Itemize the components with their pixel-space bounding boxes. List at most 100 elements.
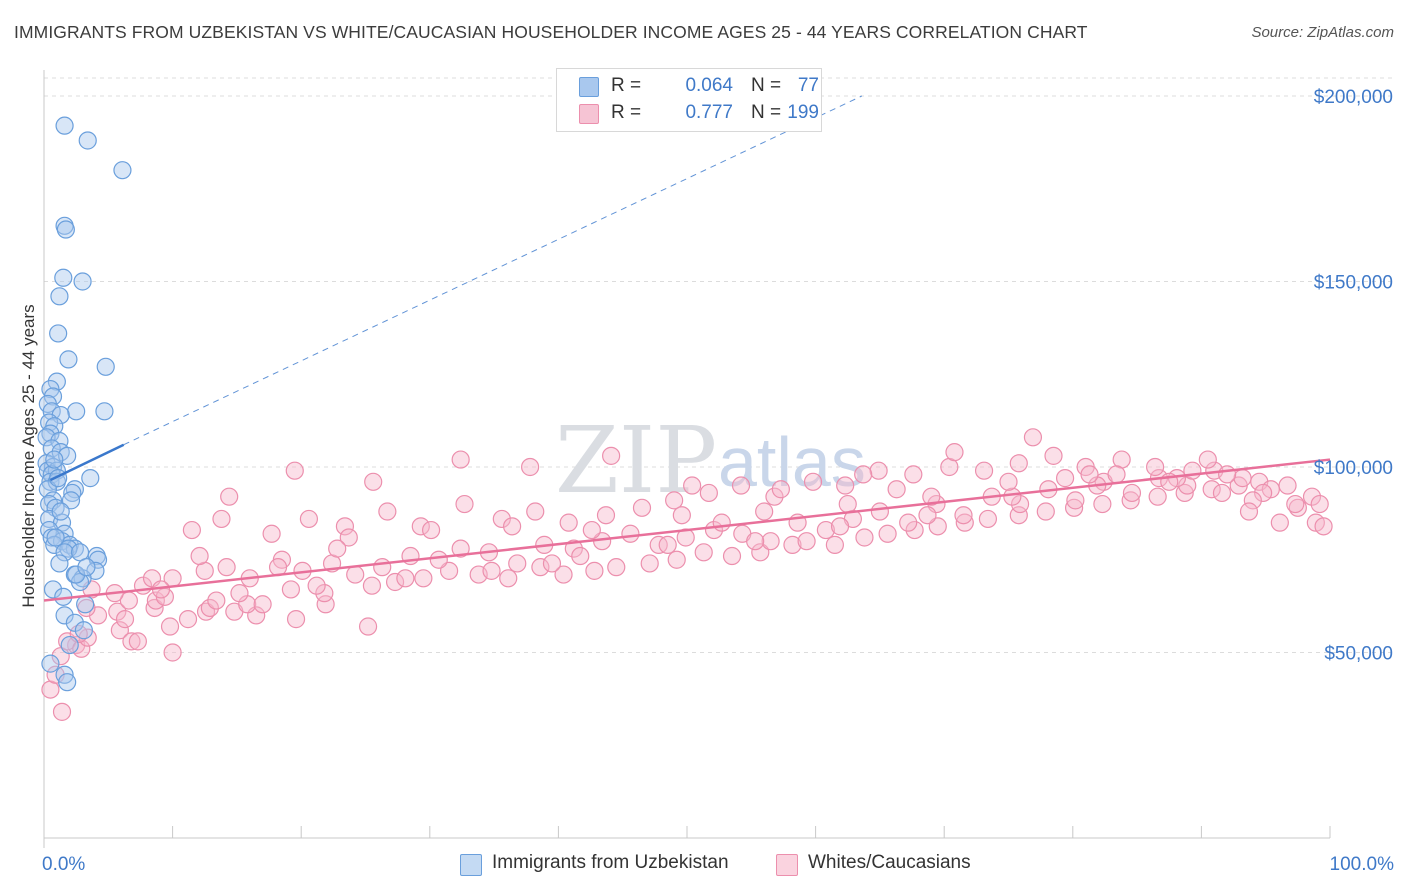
point-whites bbox=[632, 498, 652, 517]
point-whites bbox=[746, 532, 765, 551]
point-whites bbox=[451, 539, 470, 558]
point-whites bbox=[658, 535, 677, 554]
point-whites bbox=[640, 554, 659, 573]
point-whites bbox=[1066, 491, 1085, 510]
y-axis-label: Householder Income Ages 25 - 44 years bbox=[19, 304, 38, 607]
point-uzbekistan bbox=[55, 665, 74, 684]
point-whites bbox=[559, 513, 578, 532]
point-uzbekistan bbox=[47, 372, 66, 391]
point-whites bbox=[928, 517, 947, 536]
point-uzbekistan bbox=[55, 543, 74, 562]
point-whites bbox=[999, 472, 1018, 491]
point-whites bbox=[451, 450, 470, 469]
point-uzbekistan bbox=[45, 535, 64, 554]
point-uzbekistan bbox=[49, 324, 68, 343]
point-whites bbox=[146, 591, 165, 610]
point-whites bbox=[1310, 494, 1329, 514]
point-uzbekistan bbox=[56, 220, 75, 239]
point-whites bbox=[526, 502, 545, 521]
point-whites bbox=[358, 617, 378, 636]
point-whites bbox=[1009, 454, 1028, 473]
point-whites bbox=[1121, 491, 1140, 510]
point-whites bbox=[128, 632, 147, 651]
point-whites bbox=[299, 509, 319, 529]
point-uzbekistan bbox=[41, 654, 60, 673]
point-uzbekistan bbox=[73, 272, 92, 291]
point-whites bbox=[1218, 465, 1237, 484]
point-whites bbox=[1107, 465, 1126, 484]
point-whites bbox=[190, 546, 209, 566]
point-whites bbox=[918, 506, 937, 525]
point-whites bbox=[836, 476, 855, 495]
point-whites bbox=[212, 509, 231, 529]
y-tick-label: $150,000 bbox=[1314, 272, 1393, 293]
point-whites bbox=[1212, 483, 1232, 503]
point-whites bbox=[1023, 428, 1043, 447]
point-whites bbox=[1175, 483, 1194, 503]
point-whites bbox=[816, 520, 835, 540]
point-whites bbox=[230, 584, 249, 603]
point-uzbekistan bbox=[76, 595, 95, 614]
x-tick-label: 0.0% bbox=[42, 854, 85, 875]
trend-line-uzbekistan-extension bbox=[123, 95, 863, 446]
point-whites bbox=[1302, 487, 1322, 506]
point-whites bbox=[542, 554, 562, 573]
point-whites bbox=[582, 520, 601, 540]
point-uzbekistan bbox=[67, 565, 86, 584]
point-uzbekistan bbox=[41, 379, 60, 399]
point-whites bbox=[207, 591, 226, 610]
point-whites bbox=[1183, 461, 1202, 480]
point-whites bbox=[1278, 476, 1297, 495]
point-whites bbox=[585, 561, 604, 580]
y-tick-label: $100,000 bbox=[1314, 458, 1393, 479]
point-whites bbox=[531, 558, 550, 577]
watermark: ZIP atlas bbox=[555, 407, 866, 514]
point-whites bbox=[362, 576, 382, 595]
point-uzbekistan bbox=[46, 528, 65, 547]
point-whites bbox=[761, 532, 780, 551]
point-uzbekistan bbox=[45, 450, 64, 469]
point-whites bbox=[1286, 494, 1305, 514]
point-uzbekistan bbox=[38, 480, 57, 499]
point-whites bbox=[52, 702, 72, 721]
point-whites bbox=[72, 639, 91, 658]
point-uzbekistan bbox=[50, 554, 69, 573]
point-whites bbox=[699, 483, 718, 503]
point-whites bbox=[978, 509, 998, 529]
point-whites bbox=[110, 621, 129, 640]
point-uzbekistan bbox=[60, 635, 79, 655]
point-whites bbox=[830, 517, 850, 536]
pink-swatch bbox=[579, 104, 599, 124]
point-uzbekistan bbox=[51, 502, 70, 521]
point-whites bbox=[1055, 469, 1075, 488]
watermark-zip: ZIP bbox=[555, 407, 717, 514]
point-uzbekistan bbox=[67, 402, 86, 421]
point-whites bbox=[220, 487, 239, 506]
point-whites bbox=[346, 565, 365, 584]
point-whites bbox=[364, 472, 383, 491]
point-whites bbox=[905, 520, 924, 540]
point-whites bbox=[145, 598, 164, 618]
point-whites bbox=[508, 554, 527, 573]
point-whites bbox=[339, 528, 358, 547]
point-whites bbox=[755, 502, 774, 521]
point-uzbekistan bbox=[42, 528, 61, 547]
point-whites bbox=[955, 513, 974, 532]
legend-label: Whites/Caucasians bbox=[808, 852, 971, 873]
point-whites bbox=[954, 506, 973, 525]
stats-box: R = 0.064 N = 77 R = 0.777 N = 199 bbox=[556, 68, 822, 132]
point-whites bbox=[396, 569, 415, 588]
x-tick-label: 100.0% bbox=[1330, 854, 1395, 875]
point-whites bbox=[783, 535, 802, 554]
watermark-atlas: atlas bbox=[718, 423, 866, 501]
legend-pink-swatch bbox=[776, 854, 798, 876]
point-whites bbox=[974, 461, 994, 480]
point-whites bbox=[182, 520, 201, 540]
point-whites bbox=[571, 546, 590, 566]
point-uzbekistan bbox=[55, 606, 74, 625]
point-whites bbox=[1202, 480, 1221, 499]
legend-blue-swatch bbox=[460, 854, 482, 876]
point-whites bbox=[315, 584, 334, 603]
point-whites bbox=[1003, 487, 1022, 506]
